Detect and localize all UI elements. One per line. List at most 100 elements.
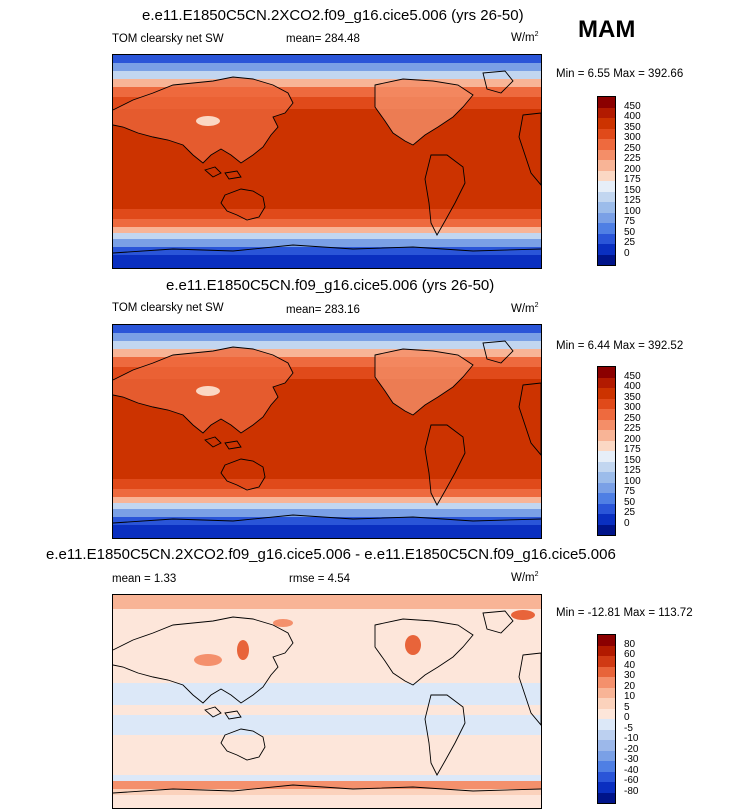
colorbar-tick-label: -10: [624, 733, 639, 744]
colorbar-tick-label: 100: [624, 205, 641, 217]
colorbar-tick-label: -60: [624, 775, 639, 786]
colorbar-swatch: [598, 388, 615, 399]
colorbar-tick-label: 175: [624, 174, 641, 185]
colorbar-tick-label: -20: [624, 743, 639, 755]
colorbar-swatch: [598, 202, 615, 213]
panel-3-colorbar: [597, 634, 616, 804]
colorbar-swatch: [598, 729, 615, 740]
colorbar-tick-label: 150: [624, 184, 641, 196]
colorbar-swatch: [598, 677, 615, 688]
colorbar-tick-label: -5: [624, 722, 633, 734]
colorbar-swatch: [598, 160, 615, 171]
panel-3-map: [112, 594, 542, 809]
colorbar-swatch: [598, 149, 615, 160]
colorbar-swatch: [598, 367, 615, 378]
colorbar-tick-label: 50: [624, 496, 636, 508]
colorbar-swatch: [598, 451, 615, 462]
colorbar-tick-label: 175: [624, 444, 641, 455]
panel-3-mean: mean = 1.33: [112, 573, 177, 585]
colorbar-tick-label: 75: [624, 216, 636, 227]
panel-3-colorbar-labels: 80 60 40 30 20 10 5 0 -5 -10 -20 -30 -40 -60 -80: [624, 634, 664, 804]
panel-3-title: e.e11.E1850C5CN.2XCO2.f09_g16.cice5.006 …: [46, 546, 616, 563]
colorbar-swatch: [598, 377, 615, 388]
colorbar-tick-label: 0: [624, 712, 630, 723]
colorbar-tick-label: 0: [624, 247, 630, 259]
map-field: [113, 595, 541, 808]
colorbar-swatch: [598, 430, 615, 441]
panel-1-minmax: Min = 6.55 Max = 392.66: [556, 68, 684, 80]
panel-1-mean: mean= 284.48: [286, 33, 360, 45]
map-field: [113, 55, 541, 268]
colorbar-tick-label: 25: [624, 237, 636, 248]
colorbar-swatch: [598, 212, 615, 223]
colorbar-tick-label: 125: [624, 195, 641, 206]
colorbar-swatch: [598, 750, 615, 761]
colorbar-tick-label: 0: [624, 517, 630, 529]
colorbar-swatch: [598, 782, 615, 793]
colorbar-swatch: [598, 708, 615, 719]
colorbar-swatch: [598, 223, 615, 234]
colorbar-tick-label: 400: [624, 381, 641, 392]
panel-2-title: e.e11.E1850C5CN.f09_g16.cice5.006 (yrs 2…: [166, 277, 495, 294]
colorbar-swatch: [598, 514, 615, 525]
colorbar-swatch: [598, 493, 615, 504]
colorbar-tick-label: 20: [624, 680, 636, 692]
colorbar-tick-label: 400: [624, 111, 641, 122]
colorbar-swatch: [598, 645, 615, 656]
colorbar-swatch: [598, 233, 615, 244]
colorbar-tick-label: 450: [624, 370, 641, 382]
colorbar-swatch: [598, 482, 615, 493]
colorbar-tick-label: 30: [624, 670, 636, 681]
panel-1-map: [112, 54, 542, 269]
colorbar-swatch: [598, 656, 615, 667]
colorbar-swatch: [598, 666, 615, 677]
panel-2-colorbar-labels: 450 400 350 300 250 225 200 175 150 125 100 75 50 25 0: [624, 366, 664, 536]
colorbar-tick-label: 200: [624, 163, 641, 175]
colorbar-swatch: [598, 698, 615, 709]
colorbar-swatch: [598, 472, 615, 483]
season-label: MAM: [578, 16, 636, 43]
colorbar-swatch: [598, 244, 615, 255]
panel-2-map: [112, 324, 542, 539]
map-field: [113, 325, 541, 538]
colorbar-swatch: [598, 740, 615, 751]
colorbar-swatch: [598, 409, 615, 420]
colorbar-tick-label: 150: [624, 454, 641, 466]
colorbar-swatch: [598, 687, 615, 698]
panel-1-colorbar-labels: 450 400 350 300 250 225 200 175 150 125 100 75 50 25 0: [624, 96, 664, 266]
colorbar-swatch: [598, 191, 615, 202]
colorbar-swatch: [598, 461, 615, 472]
panel-3-units: W/m2: [511, 571, 539, 584]
colorbar-swatch: [598, 97, 615, 108]
colorbar-swatch: [598, 792, 615, 803]
colorbar-tick-label: 40: [624, 659, 636, 671]
panel-3-minmax: Min = -12.81 Max = 113.72: [556, 607, 693, 619]
colorbar-tick-label: 50: [624, 226, 636, 238]
colorbar-tick-label: 80: [624, 638, 636, 650]
colorbar-tick-label: -30: [624, 754, 639, 765]
panel-1-colorbar: [597, 96, 616, 266]
panel-2-minmax: Min = 6.44 Max = 392.52: [556, 340, 684, 352]
colorbar-tick-label: 250: [624, 412, 641, 424]
panel-1-title: e.e11.E1850C5CN.2XCO2.f09_g16.cice5.006 …: [142, 7, 524, 24]
colorbar-swatch: [598, 254, 615, 265]
colorbar-swatch: [598, 118, 615, 129]
colorbar-tick-label: 350: [624, 121, 641, 133]
colorbar-swatch: [598, 524, 615, 535]
colorbar-tick-label: 60: [624, 649, 636, 660]
colorbar-swatch: [598, 440, 615, 451]
colorbar-tick-label: 100: [624, 475, 641, 487]
colorbar-tick-label: 75: [624, 486, 636, 497]
colorbar-tick-label: 300: [624, 402, 641, 413]
colorbar-tick-label: 200: [624, 433, 641, 445]
colorbar-tick-label: -80: [624, 785, 639, 797]
colorbar-tick-label: 10: [624, 691, 636, 702]
colorbar-swatch: [598, 719, 615, 730]
colorbar-swatch: [598, 635, 615, 646]
colorbar-tick-label: 225: [624, 423, 641, 434]
colorbar-swatch: [598, 503, 615, 514]
colorbar-swatch: [598, 107, 615, 118]
colorbar-tick-label: 450: [624, 100, 641, 112]
panel-2-colorbar: [597, 366, 616, 536]
panel-2-units: W/m2: [511, 302, 539, 315]
